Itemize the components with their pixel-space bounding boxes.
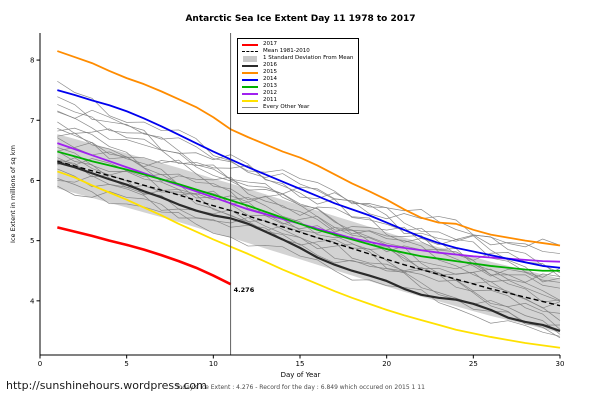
legend-swatch-icon (241, 78, 259, 81)
x-tick-label: 5 (124, 360, 128, 368)
y-tick-label: 4 (30, 297, 35, 305)
thin-line-mark (242, 107, 258, 108)
legend-item-2014: 2014 (241, 76, 353, 83)
x-tick-label: 10 (209, 360, 218, 368)
footer-status-text: Today's Ice Extent : 4.276 - Record for … (176, 384, 425, 391)
legend-item-label: 2012 (263, 90, 277, 96)
y-tick-label: 5 (30, 237, 34, 245)
x-axis-label: Day of Year (280, 371, 321, 379)
legend-swatch-icon (241, 43, 259, 46)
legend-swatch-icon (241, 92, 259, 95)
x-tick-label: 30 (556, 360, 565, 368)
other-year-line (57, 128, 561, 283)
other-year-line (57, 137, 561, 321)
chart-title: Antarctic Sea Ice Extent Day 11 1978 to … (185, 14, 416, 24)
line-mark (242, 92, 258, 95)
legend-swatch-icon (241, 107, 259, 108)
site-url: http://sunshinehours.wordpress.com (6, 379, 207, 392)
other-year-line (57, 96, 561, 330)
series-line-2015 (57, 50, 561, 247)
legend-swatch-icon (241, 85, 259, 88)
legend-item-label: 2017 (263, 41, 277, 47)
thick-line-mark (242, 43, 258, 46)
other-year-line (57, 109, 561, 283)
series-line-mean-1981-2010 (57, 160, 561, 307)
legend-item-mean-1981-2010: Mean 1981-2010 (241, 48, 353, 55)
current-extent-annotation: 4.276 (234, 286, 255, 294)
line-mark (242, 78, 258, 81)
legend-swatch-icon (241, 99, 259, 102)
legend-swatch-icon (241, 55, 259, 62)
line-mark (242, 99, 258, 102)
other-year-line (57, 132, 561, 248)
y-tick-label: 6 (30, 177, 35, 185)
legend-item-label: 2011 (263, 97, 277, 103)
line-mark (242, 71, 258, 74)
legend-item-label: Mean 1981-2010 (263, 48, 310, 54)
legend-item-every-other-year: Every Other Year (241, 104, 353, 111)
series-line-2014 (57, 89, 561, 269)
legend-item-label: 2016 (263, 62, 277, 68)
x-tick-label: 25 (469, 360, 478, 368)
legend-item-2015: 2015 (241, 69, 353, 76)
legend-item-2013: 2013 (241, 83, 353, 90)
legend-item-1-standard-deviation-from-mean: 1 Standard Deviation From Mean (241, 55, 353, 62)
legend-swatch-icon (241, 51, 259, 52)
series-line-2016 (57, 161, 561, 332)
x-tick-label: 15 (296, 360, 305, 368)
legend-item-label: 1 Standard Deviation From Mean (263, 55, 354, 61)
series-line-2017 (57, 226, 232, 286)
legend-swatch-icon (241, 64, 259, 67)
legend-item-2016: 2016 (241, 62, 353, 69)
legend-item-label: 2014 (263, 76, 277, 82)
legend-item-label: 2013 (263, 83, 277, 89)
series-line-2013 (57, 150, 560, 272)
other-year-line (57, 185, 561, 301)
legend-box: 2017 Mean 1981-2010 1 Standard Deviation F… (237, 38, 360, 114)
std-dev-band (57, 134, 560, 333)
line-mark (242, 64, 258, 67)
other-year-line (57, 111, 561, 302)
other-year-line (57, 168, 561, 335)
legend-item-label: Every Other Year (263, 104, 310, 110)
legend-item-label: 2015 (263, 69, 277, 75)
other-year-line (57, 150, 561, 314)
x-tick-label: 20 (382, 360, 391, 368)
other-year-line (57, 104, 561, 254)
legend-item-2011: 2011 (241, 97, 353, 104)
other-year-line (57, 175, 561, 309)
other-year-line (57, 159, 561, 278)
other-year-line (57, 142, 561, 278)
line-mark (242, 85, 258, 88)
other-year-line (57, 147, 561, 339)
dash-line-mark (242, 51, 258, 52)
legend-item-2012: 2012 (241, 90, 353, 97)
box-mark (243, 55, 257, 62)
y-tick-label: 7 (30, 117, 34, 125)
legend-swatch-icon (241, 71, 259, 74)
legend-item-2017: 2017 (241, 41, 353, 48)
other-year-line (57, 80, 561, 289)
series-line-2011 (57, 170, 561, 349)
x-tick-label: 0 (38, 360, 42, 368)
y-tick-label: 8 (30, 57, 34, 65)
